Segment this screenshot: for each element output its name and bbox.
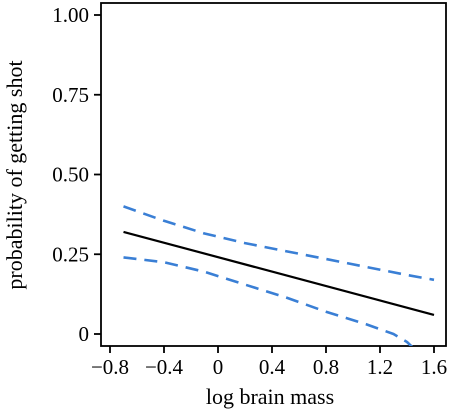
x-tick-label: 1.6	[421, 355, 447, 379]
y-axis-title: probability of getting shot	[2, 60, 27, 289]
fit-line	[123, 230, 435, 316]
x-axis-title: log brain mass	[206, 384, 334, 409]
x-tick-label: 0.4	[259, 355, 286, 379]
y-tick-label: 0.75	[52, 83, 89, 107]
x-axis: −0.8 −0.4 0 0.4 0.8 1.2 1.6	[91, 346, 447, 379]
x-tick-label: 0	[213, 355, 224, 379]
x-tick-label: 0.8	[313, 355, 339, 379]
y-tick-label: 0.50	[52, 163, 89, 187]
y-tick-label: 1.00	[52, 3, 89, 27]
y-tick-label: 0	[79, 322, 90, 346]
x-tick-label: −0.4	[145, 355, 184, 379]
y-axis: 0 0.25 0.50 0.75 1.00	[52, 3, 101, 346]
confidence-band-line	[123, 205, 435, 282]
x-tick-label: −0.8	[91, 355, 129, 379]
x-tick-label: 1.2	[367, 355, 393, 379]
y-tick-label: 0.25	[52, 242, 89, 266]
series-layer	[123, 205, 435, 346]
